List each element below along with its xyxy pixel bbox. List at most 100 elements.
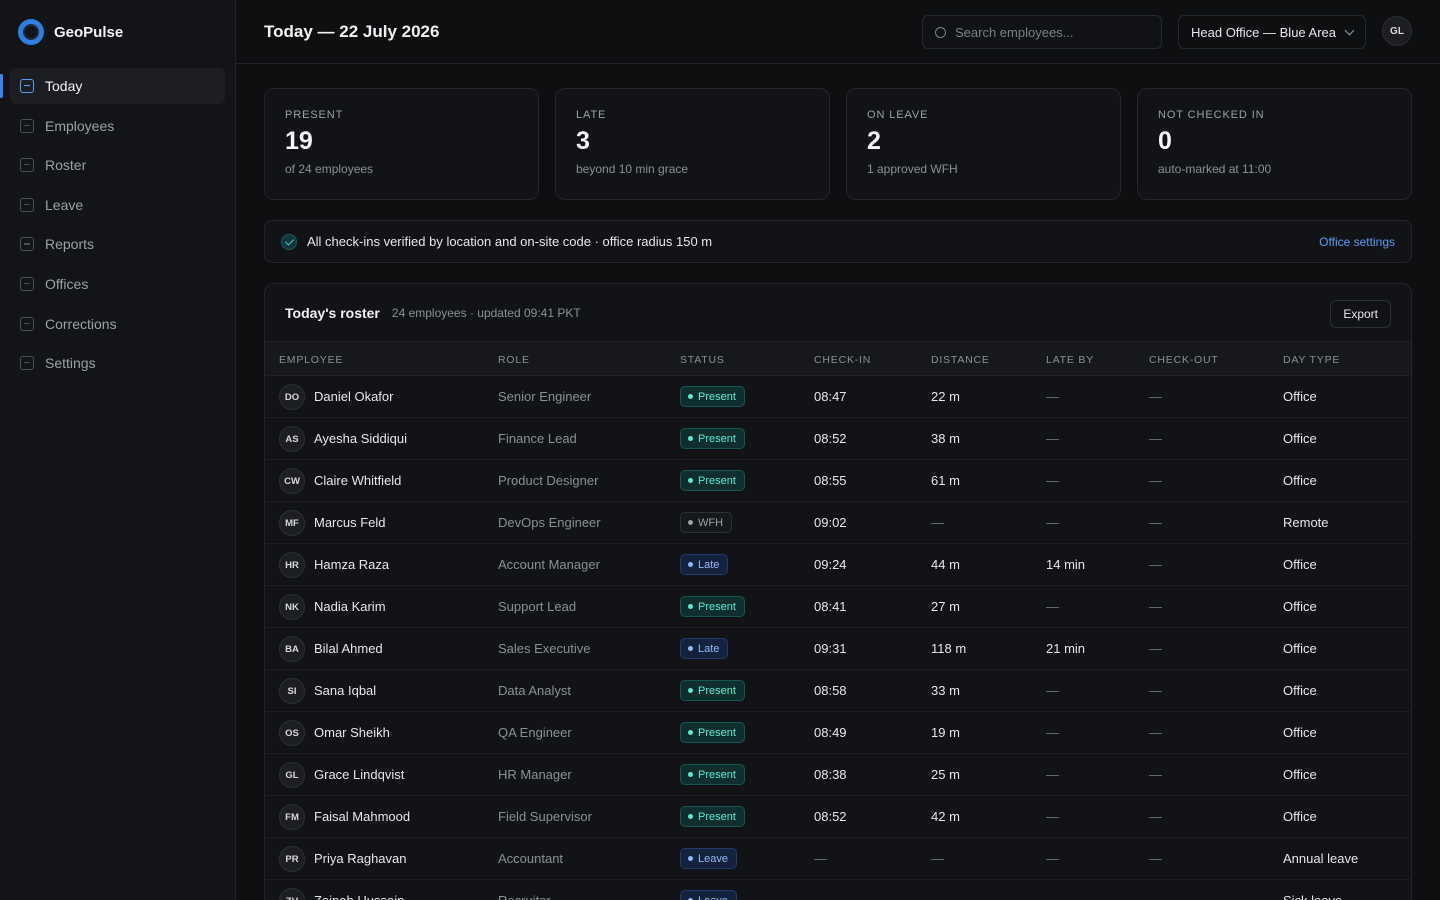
check-out-time: — [1149,389,1162,404]
check-in-time: 08:38 [814,767,847,782]
check-out-time: — [1149,725,1162,740]
check-in-time: 09:24 [814,557,847,572]
sidebar-item-offices[interactable]: Offices [10,266,225,302]
brand[interactable]: GeoPulse [0,0,235,64]
check-out-time: — [1149,599,1162,614]
sidebar-item-label: Leave [45,196,84,213]
sidebar-nav: Today Employees Roster Leave Reports Off… [0,68,235,381]
column-header-employee[interactable]: EMPLOYEE [279,354,344,366]
avatar: OS [279,720,305,746]
sidebar-item-label: Settings [45,355,96,372]
distance: 118 m [931,641,967,656]
employee-role: Senior Engineer [498,389,592,404]
column-header-late-by[interactable]: LATE BY [1046,354,1095,366]
banner-text: All check-ins verified by location and o… [307,234,713,249]
table-row[interactable]: NK Nadia Karim Support Lead Present 08:41 27 … [265,586,1411,628]
status-badge: Present [680,764,745,785]
late-by: — [1046,599,1059,614]
roster-panel: Today's roster 24 employees · updated 09… [264,283,1412,900]
employee-role: Sales Executive [498,641,591,656]
sidebar-item-settings[interactable]: Settings [10,345,225,381]
office-settings-link[interactable]: Office settings [1319,234,1395,249]
export-button[interactable]: Export [1330,300,1391,328]
late-by: — [1046,725,1059,740]
avatar: DO [279,384,305,410]
employee-role: HR Manager [498,767,572,782]
stat-cards: PRESENT 19 of 24 employees LATE 3 beyond… [264,88,1412,200]
check-in-time: 08:49 [814,725,847,740]
day-type: Office [1283,641,1317,656]
search-input[interactable] [955,24,1145,40]
status-badge: Present [680,470,745,491]
status-badge: Present [680,722,745,743]
employee-role: Product Designer [498,473,599,488]
stat-label: NOT CHECKED IN [1158,109,1265,121]
employee-name: Faisal Mahmood [314,809,411,824]
distance: 27 m [931,599,960,614]
stat-label: ON LEAVE [867,109,929,121]
gear-icon [20,356,34,371]
check-out-time: — [1149,893,1162,900]
employee-name: Grace Lindqvist [314,767,405,782]
avatar: HR [279,552,305,578]
sidebar-item-roster[interactable]: Roster [10,147,225,183]
sidebar-item-label: Employees [45,117,115,134]
table-row[interactable]: BA Bilal Ahmed Sales Executive Late 09:31 118… [265,628,1411,670]
table-row[interactable]: OS Omar Sheikh QA Engineer Present 08:49 19 m… [265,712,1411,754]
stat-value: 0 [1158,127,1172,155]
day-type: Office [1283,725,1317,740]
check-out-time: — [1149,557,1162,572]
status-badge: Leave [680,890,737,900]
stat-label: LATE [576,109,607,121]
column-header-status[interactable]: STATUS [680,354,725,366]
user-avatar[interactable]: GL [1382,16,1412,46]
check-in-time: 09:31 [814,641,847,656]
late-by: — [1046,473,1059,488]
late-by: 14 min [1046,557,1086,572]
table-row[interactable]: AS Ayesha Siddiqui Finance Lead Present 08:5… [265,418,1411,460]
column-header-check-in[interactable]: CHECK-IN [814,354,872,366]
status-badge: Present [680,596,745,617]
distance: — [931,893,944,900]
employee-role: Finance Lead [498,431,577,446]
sidebar-item-corrections[interactable]: Corrections [10,306,225,342]
table-row[interactable]: CW Claire Whitfield Product Designer Presen… [265,460,1411,502]
office-selector[interactable]: Head Office — Blue Area [1178,15,1366,49]
stat-card-late: LATE 3 beyond 10 min grace [555,88,830,200]
status-badge: Late [680,554,729,575]
table-row[interactable]: SI Sana Iqbal Data Analyst Present 08:58 33 m… [265,670,1411,712]
late-by: 21 min [1046,641,1086,656]
search-icon [935,26,946,38]
search-box[interactable] [922,15,1162,49]
late-by: — [1046,431,1059,446]
table-row[interactable]: DO Daniel Okafor Senior Engineer Present 08:… [265,376,1411,418]
check-in-time: 08:52 [814,809,847,824]
day-type: Office [1283,809,1317,824]
chart-icon [20,237,34,252]
sidebar-item-leave[interactable]: Leave [10,187,225,223]
table-row[interactable]: GL Grace Lindqvist HR Manager Present 08:38 2… [265,754,1411,796]
check-in-time: 08:55 [814,473,847,488]
sidebar-item-reports[interactable]: Reports [10,226,225,262]
table-row[interactable]: MF Marcus Feld DevOps Engineer WFH 09:02 — — — R… [265,502,1411,544]
column-header-check-out[interactable]: CHECK-OUT [1149,354,1219,366]
check-out-time: — [1149,851,1162,866]
column-header-role[interactable]: ROLE [498,354,530,366]
column-header-day-type[interactable]: DAY TYPE [1283,354,1341,366]
stat-subtext: of 24 employees [285,162,374,176]
roster-meta: 24 employees · updated 09:41 PKT [391,305,581,320]
table-row[interactable]: FM Faisal Mahmood Field Supervisor Present 0… [265,796,1411,838]
column-header-distance[interactable]: DISTANCE [931,354,990,366]
check-in-time: 08:47 [814,389,847,404]
table-row[interactable]: PR Priya Raghavan Accountant Leave — — — — Annua… [265,838,1411,880]
building-icon [20,276,34,291]
page-title: Today — 22 July 2026 [264,21,440,41]
sidebar-item-today[interactable]: Today [0,68,225,104]
logo-icon [18,19,44,45]
table-row[interactable]: HR Hamza Raza Account Manager Late 09:24 44 m… [265,544,1411,586]
distance: 61 m [931,473,960,488]
roster-header: Today's roster 24 employees · updated 09… [265,284,1411,341]
sidebar-item-employees[interactable]: Employees [10,108,225,144]
check-out-time: — [1149,473,1162,488]
table-row[interactable]: ZH Zainab Hussain Recruiter Leave — — — — Sick l… [265,880,1411,900]
